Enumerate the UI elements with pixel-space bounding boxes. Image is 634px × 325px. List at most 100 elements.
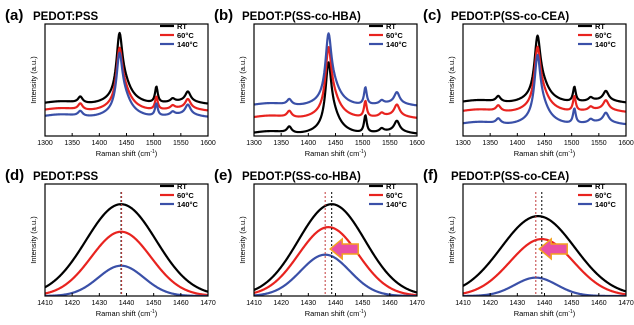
- x-axis-label: Raman shift (cm-1): [514, 149, 576, 158]
- x-tick-label: 1300: [455, 140, 471, 147]
- panel-letter: (e): [214, 167, 232, 184]
- chart-panel-5: 1410 1420 1430 1440 1450 1460 1470 Raman shift …: [214, 167, 425, 318]
- legend-entry: 60°C: [595, 31, 612, 40]
- x-tick-label: 1500: [355, 140, 371, 147]
- panel-letter: (f): [423, 167, 438, 184]
- legend-entry: RT: [595, 182, 605, 191]
- plot-area: [45, 31, 208, 118]
- chart-panel-4: 1410 1420 1430 1440 1450 1460 1470 Raman shift …: [5, 167, 216, 318]
- series-line-rt: [463, 215, 626, 293]
- panel-letter: (d): [5, 167, 24, 184]
- x-tick-label: 1350: [64, 140, 80, 147]
- series-line-60c: [254, 226, 417, 296]
- legend-entry: RT: [595, 22, 605, 31]
- series-line-rt: [45, 31, 208, 105]
- panel-title: PEDOT:P(SS-co-CEA): [451, 171, 569, 183]
- legend-entry: RT: [386, 22, 396, 31]
- plot-area: [254, 192, 417, 296]
- chart-panel-1: 1300 1350 1400 1450 1500 1550 1600 Raman shift …: [5, 7, 216, 158]
- y-axis-label: Intensity (a.u.): [29, 216, 38, 264]
- x-tick-label: 1400: [510, 140, 526, 147]
- x-tick-label: 1350: [482, 140, 498, 147]
- chart-panel-2: 1300 1350 1400 1450 1500 1550 1600 Raman shift …: [214, 7, 425, 158]
- legend-entry: RT: [177, 22, 187, 31]
- legend-entry: 140°C: [177, 200, 199, 209]
- chart-panel-3: 1300 1350 1400 1450 1500 1550 1600 Raman shift …: [423, 7, 634, 158]
- x-tick-label: 1470: [618, 300, 634, 307]
- legend-entry: RT: [386, 182, 396, 191]
- series-line-rt: [254, 61, 417, 135]
- x-tick-label: 1400: [301, 140, 317, 147]
- legend-entry: 140°C: [386, 40, 408, 49]
- series-line-rt: [463, 34, 626, 104]
- plot-area: [254, 32, 417, 135]
- x-tick-label: 1430: [92, 300, 108, 307]
- x-tick-label: 1420: [482, 300, 498, 307]
- x-tick-label: 1410: [246, 300, 262, 307]
- panel-letter: (a): [5, 7, 23, 24]
- panel-title: PEDOT:P(SS-co-HBA): [242, 171, 361, 183]
- y-axis-label: Intensity (a.u.): [29, 56, 38, 104]
- x-tick-label: 1420: [64, 300, 80, 307]
- x-tick-label: 1410: [455, 300, 471, 307]
- x-tick-label: 1600: [409, 140, 425, 147]
- x-tick-label: 1550: [382, 140, 398, 147]
- x-tick-label: 1600: [200, 140, 216, 147]
- x-tick-label: 1460: [591, 300, 607, 307]
- y-axis-label: Intensity (a.u.): [447, 56, 456, 104]
- x-tick-label: 1440: [119, 300, 135, 307]
- legend-entry: 140°C: [595, 40, 617, 49]
- legend-entry: 140°C: [177, 40, 199, 49]
- legend-entry: 60°C: [177, 191, 194, 200]
- x-tick-label: 1550: [173, 140, 189, 147]
- series-line-60c: [254, 46, 417, 119]
- legend-entry: 60°C: [386, 191, 403, 200]
- x-tick-label: 1550: [591, 140, 607, 147]
- series-line-140c: [463, 53, 626, 126]
- panel-title: PEDOT:PSS: [33, 171, 99, 183]
- x-tick-label: 1450: [328, 140, 344, 147]
- x-tick-label: 1450: [119, 140, 135, 147]
- x-axis-label: Raman shift (cm-1): [96, 149, 158, 158]
- x-tick-label: 1470: [409, 300, 425, 307]
- series-line-60c: [45, 46, 208, 112]
- x-tick-label: 1470: [200, 300, 216, 307]
- x-tick-label: 1440: [328, 300, 344, 307]
- x-axis-label: Raman shift (cm-1): [305, 149, 367, 158]
- panel-title: PEDOT:PSS: [33, 11, 99, 23]
- x-tick-label: 1500: [146, 140, 162, 147]
- x-tick-label: 1440: [537, 300, 553, 307]
- legend-entry: 140°C: [386, 200, 408, 209]
- x-tick-label: 1430: [301, 300, 317, 307]
- panel-letter: (b): [214, 7, 233, 24]
- x-tick-label: 1300: [246, 140, 262, 147]
- series-line-60c: [463, 45, 626, 113]
- x-tick-label: 1460: [173, 300, 189, 307]
- x-axis-label: Raman shift (cm-1): [514, 309, 576, 318]
- x-tick-label: 1420: [273, 300, 289, 307]
- x-tick-label: 1400: [92, 140, 108, 147]
- legend-entry: 60°C: [177, 31, 194, 40]
- x-axis-label: Raman shift (cm-1): [96, 309, 158, 318]
- x-tick-label: 1600: [618, 140, 634, 147]
- x-tick-label: 1450: [355, 300, 371, 307]
- series-line-60c: [45, 230, 208, 296]
- shift-arrow-icon: [329, 237, 359, 261]
- x-tick-label: 1430: [510, 300, 526, 307]
- series-line-rt: [254, 203, 417, 294]
- x-tick-label: 1460: [382, 300, 398, 307]
- chart-panel-6: 1410 1420 1430 1440 1450 1460 1470 Raman shift …: [423, 167, 634, 318]
- series-line-60c: [463, 237, 626, 296]
- plot-area: [463, 34, 626, 126]
- legend-entry: RT: [177, 182, 187, 191]
- x-tick-label: 1350: [273, 140, 289, 147]
- x-tick-label: 1450: [146, 300, 162, 307]
- panel-letter: (c): [423, 7, 441, 24]
- shift-arrow-icon: [538, 237, 568, 261]
- x-axis-label: Raman shift (cm-1): [305, 309, 367, 318]
- y-axis-label: Intensity (a.u.): [238, 216, 247, 264]
- x-tick-label: 1450: [537, 140, 553, 147]
- x-tick-label: 1410: [37, 300, 53, 307]
- legend-entry: 60°C: [386, 31, 403, 40]
